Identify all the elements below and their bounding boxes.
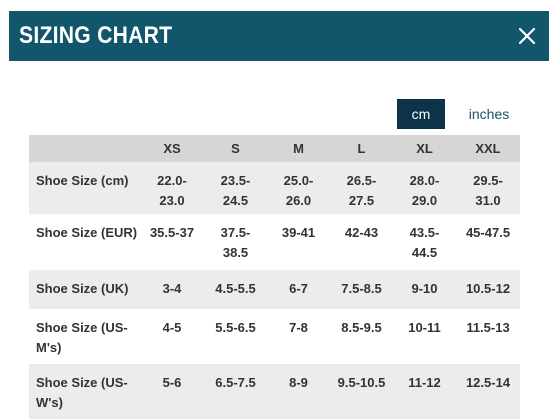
size-value-cell: 8.5-9.5 (330, 309, 393, 364)
size-value-cell: 9.5-10.5 (330, 364, 393, 419)
sizing-table: XS S M L XL XXL Shoe Size (cm) 22.0- 23.0 23.5- 2… (29, 135, 520, 419)
unit-inches-button[interactable]: inches (468, 106, 510, 122)
size-value-cell: 39-41 (267, 214, 330, 270)
header-cell-size: L (330, 135, 393, 162)
size-value-cell: 4.5-5.5 (204, 270, 267, 309)
size-value-cell: 7.5-8.5 (330, 270, 393, 309)
size-value-cell: 23.5- 24.5 (204, 162, 267, 214)
size-value-cell: 35.5-37 (140, 214, 204, 270)
table-row: Shoe Size (EUR) 35.5-37 37.5- 38.5 39-41 42-4… (29, 214, 520, 270)
size-value-cell: 42-43 (330, 214, 393, 270)
size-value-cell: 8-9 (267, 364, 330, 419)
size-value-cell: 9-10 (393, 270, 456, 309)
size-value-cell: 10.5-12 (456, 270, 520, 309)
size-value-cell: 45-47.5 (456, 214, 520, 270)
modal-header: SIZING CHART (9, 11, 549, 61)
size-value-cell: 11-12 (393, 364, 456, 419)
close-icon (518, 27, 536, 45)
table-header-row: XS S M L XL XXL (29, 135, 520, 162)
size-value-cell: 28.0- 29.0 (393, 162, 456, 214)
size-value-cell: 12.5-14 (456, 364, 520, 419)
close-button[interactable] (511, 20, 543, 52)
size-value-cell: 5.5-6.5 (204, 309, 267, 364)
size-value-cell: 29.5- 31.0 (456, 162, 520, 214)
header-cell-size: S (204, 135, 267, 162)
size-value-cell: 43.5- 44.5 (393, 214, 456, 270)
size-value-cell: 3-4 (140, 270, 204, 309)
size-value-cell: 37.5- 38.5 (204, 214, 267, 270)
size-value-cell: 6-7 (267, 270, 330, 309)
row-label: Shoe Size (EUR) (29, 214, 140, 270)
size-value-cell: 26.5- 27.5 (330, 162, 393, 214)
header-cell-empty (29, 135, 140, 162)
modal-title: SIZING CHART (19, 22, 173, 49)
header-cell-size: M (267, 135, 330, 162)
table-row: Shoe Size (US- W's) 5-6 6.5-7.5 8-9 9.5-10.5 1… (29, 364, 520, 419)
table-row: Shoe Size (UK) 3-4 4.5-5.5 6-7 7.5-8.5 9-10 10… (29, 270, 520, 309)
row-label: Shoe Size (US- W's) (29, 364, 140, 419)
table-row: Shoe Size (cm) 22.0- 23.0 23.5- 24.5 25.0- 26.… (29, 162, 520, 214)
size-value-cell: 5-6 (140, 364, 204, 419)
size-value-cell: 11.5-13 (456, 309, 520, 364)
size-value-cell: 4-5 (140, 309, 204, 364)
table-row: Shoe Size (US- M's) 4-5 5.5-6.5 7-8 8.5-9.5 10… (29, 309, 520, 364)
row-label: Shoe Size (US- M's) (29, 309, 140, 364)
header-cell-size: XS (140, 135, 204, 162)
row-label: Shoe Size (cm) (29, 162, 140, 214)
unit-cm-button[interactable]: cm (397, 99, 445, 129)
size-value-cell: 6.5-7.5 (204, 364, 267, 419)
size-value-cell: 22.0- 23.0 (140, 162, 204, 214)
size-value-cell: 25.0- 26.0 (267, 162, 330, 214)
header-cell-size: XL (393, 135, 456, 162)
header-cell-size: XXL (456, 135, 520, 162)
size-value-cell: 10-11 (393, 309, 456, 364)
row-label: Shoe Size (UK) (29, 270, 140, 309)
unit-toggle: cm inches (397, 99, 529, 129)
size-value-cell: 7-8 (267, 309, 330, 364)
